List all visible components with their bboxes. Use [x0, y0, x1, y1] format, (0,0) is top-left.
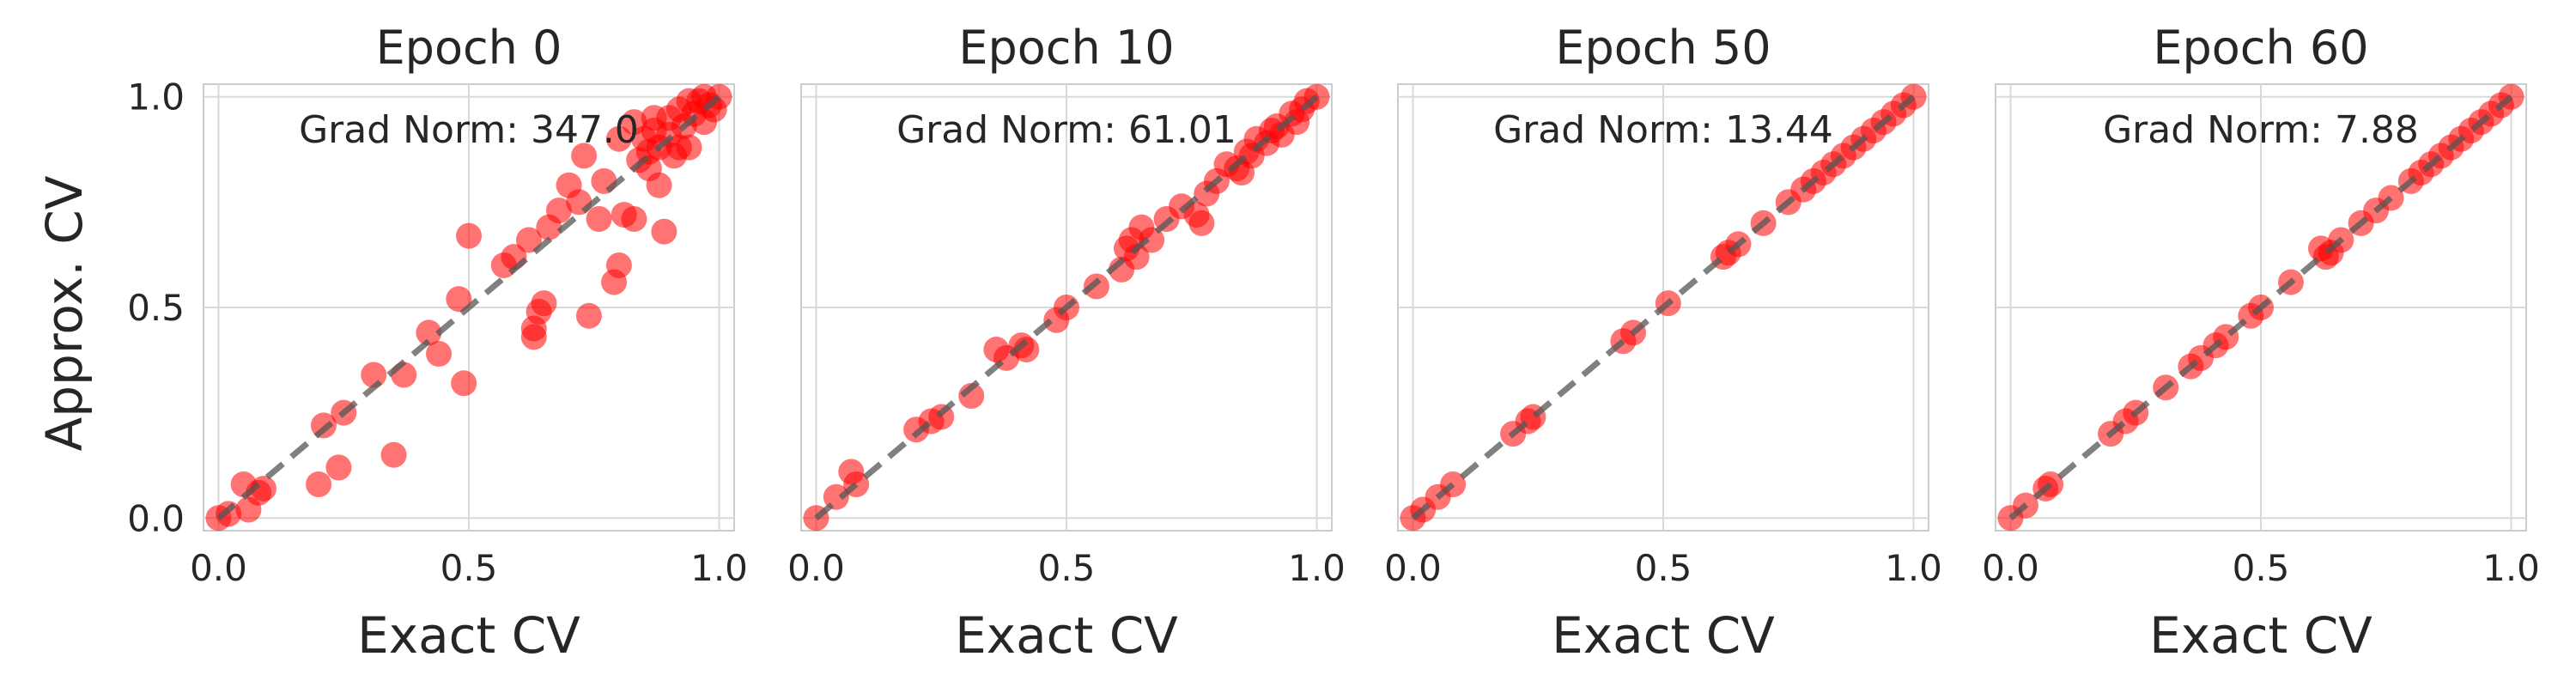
- grad-norm-annotation: Grad Norm: 347.0: [299, 108, 639, 152]
- data-point: [605, 125, 632, 152]
- data-point: [621, 109, 647, 136]
- data-point: [235, 496, 262, 523]
- data-point: [1188, 210, 1215, 236]
- data-point: [325, 454, 352, 481]
- y-tick-label: 0.5: [127, 287, 185, 329]
- data-point: [306, 471, 332, 498]
- data-point: [1139, 227, 1165, 253]
- panel-title: Epoch 0: [376, 21, 562, 75]
- data-point: [515, 227, 542, 253]
- x-tick-label: 1.0: [1288, 547, 1346, 589]
- data-point: [1123, 244, 1150, 271]
- data-point: [456, 222, 482, 249]
- data-point: [566, 189, 592, 216]
- identity-line: [2008, 94, 2513, 520]
- grad-norm-annotation: Grad Norm: 13.44: [1493, 108, 1833, 152]
- x-tick-label: 0.5: [1635, 547, 1692, 589]
- x-axis-label: Exact CV: [357, 606, 580, 665]
- data-point: [586, 205, 612, 232]
- data-point: [451, 370, 477, 397]
- data-point: [426, 340, 453, 367]
- data-point: [250, 475, 276, 502]
- x-tick-label: 1.0: [2482, 547, 2540, 589]
- identity-line: [1411, 94, 1916, 520]
- x-tick-label: 0.0: [1384, 547, 1442, 589]
- data-point: [520, 324, 547, 350]
- panel-title: Epoch 10: [958, 21, 1174, 75]
- data-point: [416, 319, 442, 346]
- x-tick-label: 1.0: [1885, 547, 1942, 589]
- data-point: [380, 441, 407, 468]
- panel-2: 0.0 0.5 1.0 Epoch 50 Exact CV Grad Norm: 13.4…: [1384, 21, 1942, 665]
- data-point: [531, 290, 557, 317]
- x-tick-label: 1.0: [690, 547, 748, 589]
- panels: 0.0 0.5 1.0 0.0 0.5 1.0 Epoch 0 Exact CV Grad No…: [127, 21, 2540, 665]
- x-tick-label: 0.5: [440, 547, 498, 589]
- x-tick-label: 0.0: [190, 547, 247, 589]
- data-point: [621, 205, 647, 232]
- data-point: [575, 302, 602, 329]
- panel-title: Epoch 50: [1555, 21, 1771, 75]
- panel-1: 0.0 0.5 1.0 Epoch 10 Exact CV Grad Norm: 61.0…: [787, 21, 1346, 665]
- panel-3: 0.0 0.5 1.0 Epoch 60 Exact CV Grad Norm: 7.88: [1982, 21, 2540, 665]
- identity-line: [216, 94, 721, 520]
- panel-title: Epoch 60: [2153, 21, 2368, 75]
- data-point: [665, 134, 692, 161]
- x-tick-label: 0.0: [787, 547, 845, 589]
- y-axis-label: Approx. CV: [35, 175, 94, 451]
- y-tick-label: 1.0: [127, 76, 185, 119]
- data-point: [591, 167, 617, 194]
- x-axis-label: Exact CV: [2149, 606, 2372, 665]
- data-point: [656, 105, 683, 131]
- x-axis-label: Exact CV: [955, 606, 1178, 665]
- data-point: [1083, 273, 1109, 300]
- grad-norm-annotation: Grad Norm: 61.01: [896, 108, 1236, 152]
- data-point: [571, 143, 598, 169]
- data-point: [361, 362, 387, 388]
- identity-line: [814, 94, 1319, 520]
- x-tick-label: 0.0: [1982, 547, 2039, 589]
- x-tick-label: 0.5: [1038, 547, 1096, 589]
- x-tick-label: 0.5: [2233, 547, 2290, 589]
- data-point: [446, 286, 472, 313]
- data-point: [646, 172, 672, 198]
- panel-0: 0.0 0.5 1.0 0.0 0.5 1.0 Epoch 0 Exact CV Grad No…: [127, 21, 748, 665]
- data-point: [601, 269, 628, 295]
- data-point: [651, 218, 677, 245]
- data-point: [545, 198, 572, 224]
- grad-norm-annotation: Grad Norm: 7.88: [2103, 108, 2419, 152]
- y-tick-label: 0.0: [127, 497, 185, 539]
- x-axis-label: Exact CV: [1552, 606, 1775, 665]
